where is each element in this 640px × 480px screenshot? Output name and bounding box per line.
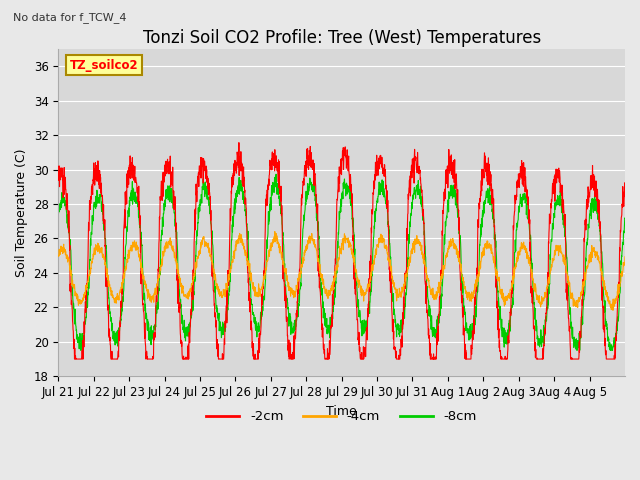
-4cm [271,228,278,234]
-8cm [272,171,280,177]
-8cm [111,342,119,348]
-8cm [513,227,520,233]
-2cm [234,152,241,157]
-8cm [614,328,621,334]
-4cm [545,276,552,281]
X-axis label: Time: Time [326,405,357,418]
Text: No data for f_TCW_4: No data for f_TCW_4 [13,12,126,23]
-2cm [376,153,384,158]
-4cm [513,259,520,264]
-2cm [513,194,520,200]
-4cm [234,239,241,245]
-4cm [111,299,118,305]
-4cm [376,236,384,241]
-4cm [609,307,617,313]
Line: -2cm: -2cm [58,143,625,359]
-8cm [621,216,629,221]
-8cm [545,289,552,295]
-2cm [71,356,79,362]
-2cm [621,189,629,195]
-2cm [614,306,621,312]
-2cm [545,240,552,246]
Line: -8cm: -8cm [58,174,625,350]
Text: TZ_soilco2: TZ_soilco2 [70,59,138,72]
-8cm [234,193,241,199]
-8cm [54,208,62,214]
-2cm [235,140,243,145]
-8cm [376,184,384,190]
Title: Tonzi Soil CO2 Profile: Tree (West) Temperatures: Tonzi Soil CO2 Profile: Tree (West) Temp… [143,29,541,48]
Y-axis label: Soil Temperature (C): Soil Temperature (C) [15,148,28,277]
Line: -4cm: -4cm [58,231,625,310]
Legend: -2cm, -4cm, -8cm: -2cm, -4cm, -8cm [201,405,482,429]
-8cm [77,348,84,353]
-4cm [614,288,621,294]
-2cm [111,356,119,362]
-4cm [54,253,62,259]
-4cm [621,254,629,260]
-2cm [54,169,62,175]
